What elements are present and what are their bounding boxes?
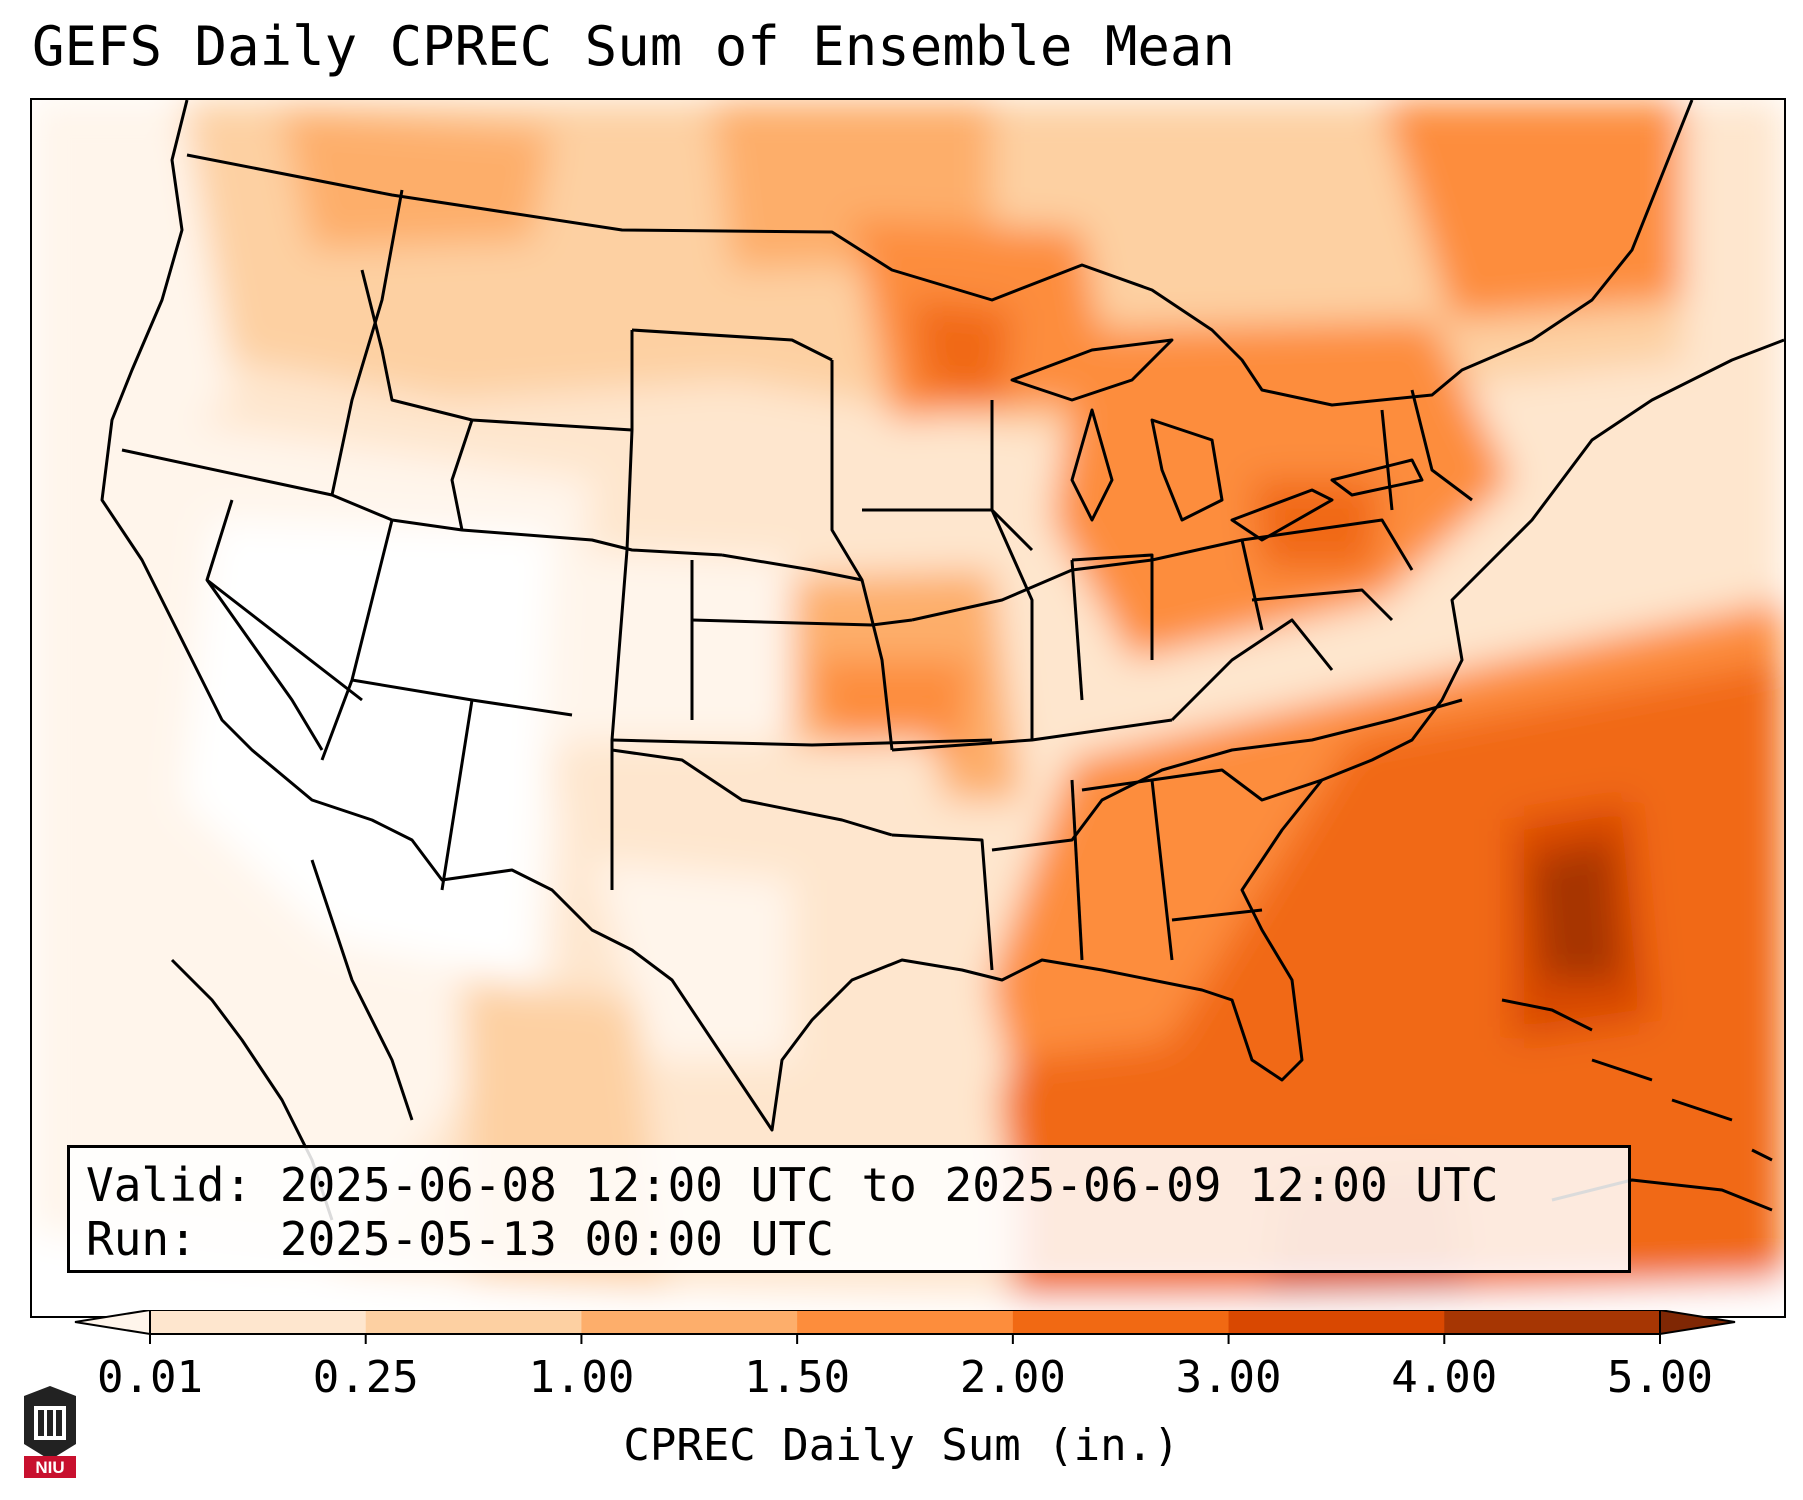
run-value: 2025-05-13 00:00 UTC [279, 1212, 834, 1266]
colorbar-tick-label: 0.01 [97, 1352, 203, 1403]
colorbar-tick-label: 1.50 [744, 1352, 850, 1403]
valid-value: 2025-06-08 12:00 UTC to 2025-06-09 12:00… [279, 1158, 1499, 1212]
map-title: GEFS Daily CPREC Sum of Ensemble Mean [32, 15, 1235, 78]
colorbar-extend-max [1659, 1310, 1736, 1336]
valid-label: Valid: [86, 1158, 253, 1212]
logo-text: NIU [35, 1458, 64, 1477]
colorbar-tick-label: 1.00 [528, 1352, 634, 1403]
run-line: Run: 2025-05-13 00:00 UTC [86, 1212, 1612, 1266]
colorbar-outline [149, 1310, 1661, 1335]
niu-logo-icon: NIU [24, 1386, 76, 1478]
colorbar-bin [1012, 1310, 1230, 1334]
colorbar-bin [150, 1310, 367, 1334]
precip-field [32, 100, 1784, 1316]
state-boundaries [100, 100, 1784, 1221]
colorbar-tick-label: 5.00 [1607, 1352, 1713, 1403]
precip-map [32, 100, 1784, 1316]
colorbar-bin [365, 1310, 582, 1334]
us-outline [100, 100, 1784, 1132]
map-frame [30, 98, 1786, 1318]
colorbar-bin [797, 1310, 1014, 1334]
colorbar: 0.01 0.25 1.00 1.50 2.00 3.00 4.00 5.00 [74, 1310, 1736, 1403]
colorbar-bin [1228, 1310, 1445, 1334]
valid-line: Valid: 2025-06-08 12:00 UTC to 2025-06-0… [86, 1158, 1612, 1212]
colorbar-tick-label: 3.00 [1176, 1352, 1282, 1403]
colorbar-tick-label: 2.00 [960, 1352, 1066, 1403]
colorbar-bin [1444, 1310, 1661, 1334]
colorbar-tick-label: 0.25 [313, 1352, 419, 1403]
colorbar-extend-min [74, 1310, 151, 1336]
colorbar-tick-label: 4.00 [1391, 1352, 1497, 1403]
colorbar-label: CPREC Daily Sum (in.) [623, 1420, 1180, 1471]
run-label: Run: [86, 1212, 197, 1266]
colorbar-bin [581, 1310, 798, 1334]
canada-border [186, 100, 1694, 407]
info-box: Valid: 2025-06-08 12:00 UTC to 2025-06-0… [67, 1145, 1631, 1273]
